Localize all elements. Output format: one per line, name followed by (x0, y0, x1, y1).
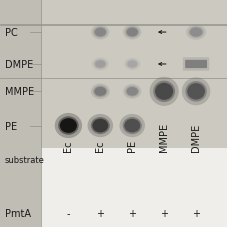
Ellipse shape (92, 119, 108, 133)
Ellipse shape (95, 61, 105, 69)
Ellipse shape (126, 88, 137, 96)
Ellipse shape (149, 77, 178, 106)
Text: PE: PE (127, 139, 137, 151)
Ellipse shape (59, 118, 76, 133)
Ellipse shape (93, 86, 107, 98)
Ellipse shape (126, 29, 137, 37)
Ellipse shape (123, 26, 141, 40)
Text: +: + (128, 208, 136, 218)
Text: +: + (191, 208, 199, 218)
Bar (41, 149, 227, 227)
Text: +: + (159, 208, 168, 218)
FancyBboxPatch shape (184, 61, 206, 69)
Ellipse shape (185, 25, 205, 41)
Ellipse shape (123, 85, 141, 99)
Ellipse shape (154, 84, 173, 100)
Ellipse shape (90, 84, 109, 100)
Text: substrate: substrate (5, 155, 44, 165)
Text: MMPE: MMPE (5, 87, 34, 97)
Ellipse shape (124, 119, 140, 133)
Text: MMPE: MMPE (158, 122, 168, 151)
Text: +: + (96, 208, 104, 218)
Ellipse shape (124, 59, 140, 71)
Text: PmtA: PmtA (5, 208, 30, 218)
Ellipse shape (94, 29, 106, 37)
Ellipse shape (153, 81, 174, 103)
Ellipse shape (119, 114, 144, 138)
Ellipse shape (186, 84, 204, 100)
Ellipse shape (127, 61, 137, 68)
Text: PE: PE (5, 121, 17, 131)
Ellipse shape (91, 58, 108, 71)
Ellipse shape (125, 27, 138, 38)
Text: Ec: Ec (63, 140, 73, 151)
Ellipse shape (54, 114, 82, 138)
Ellipse shape (94, 60, 106, 69)
Ellipse shape (58, 117, 78, 135)
Ellipse shape (90, 118, 109, 134)
Ellipse shape (181, 78, 209, 106)
FancyBboxPatch shape (182, 58, 208, 72)
Ellipse shape (94, 87, 106, 96)
Ellipse shape (188, 27, 203, 39)
Text: DMPE: DMPE (5, 60, 33, 70)
Ellipse shape (87, 114, 113, 138)
Ellipse shape (185, 82, 206, 102)
Text: -: - (66, 208, 70, 218)
Text: DMPE: DMPE (190, 123, 200, 151)
Bar (0, 0, 41, 227)
Ellipse shape (122, 118, 141, 134)
Text: Ec: Ec (95, 140, 105, 151)
Bar (41, 0, 227, 149)
Ellipse shape (93, 27, 107, 38)
Ellipse shape (91, 26, 109, 40)
Ellipse shape (189, 28, 202, 37)
Ellipse shape (126, 60, 138, 69)
Ellipse shape (125, 86, 138, 97)
Text: PC: PC (5, 28, 17, 38)
